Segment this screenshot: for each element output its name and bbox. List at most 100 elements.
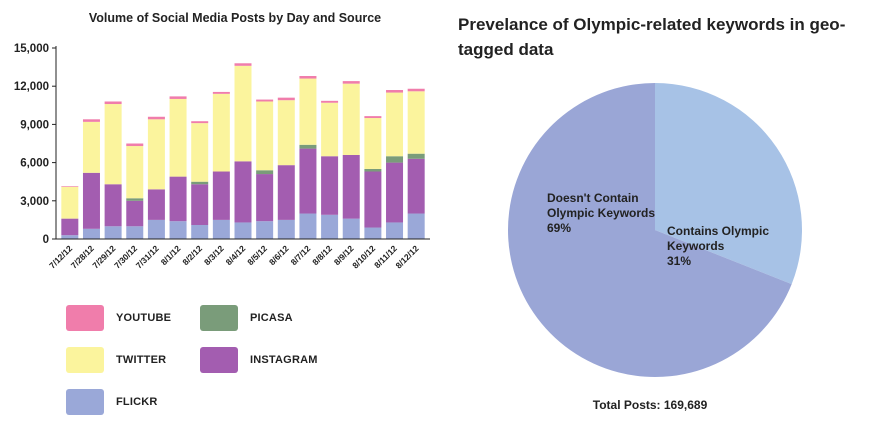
legend-item-twitter: TWITTER <box>66 347 166 373</box>
bar-segment-instagram <box>256 174 274 222</box>
bar-segment-twitter <box>147 119 165 190</box>
pie-slice-label: Contains Olympic Keywords 31% <box>667 224 769 268</box>
pie-chart-title: Prevelance of Olympic-related keywords i… <box>458 15 846 59</box>
pie-total-label: Total Posts: 169,689 <box>592 398 708 412</box>
legend-item-youtube: YOUTUBE <box>66 305 171 331</box>
bar-segment-flickr <box>321 214 339 239</box>
bar-segment-youtube <box>299 76 317 79</box>
pie-slice-label: Doesn't Contain Olympic Keywords 69% <box>547 191 655 235</box>
bar-segment-twitter <box>321 102 339 157</box>
bar-segment-twitter <box>277 100 295 166</box>
legend-swatch-twitter <box>66 347 104 373</box>
y-tick-label: 3,000 <box>20 196 49 208</box>
legend-swatch-youtube <box>66 305 104 331</box>
legend-item-instagram: INSTAGRAM <box>200 347 318 373</box>
bar-segment-flickr <box>126 226 144 239</box>
bar-segment-picasa <box>256 170 274 175</box>
x-tick-label: 8/8/12 <box>310 243 334 267</box>
bar-segment-flickr <box>104 226 122 239</box>
x-tick-label: 8/5/12 <box>245 243 269 267</box>
bar-segment-youtube <box>212 91 230 94</box>
x-tick-label: 8/1/12 <box>159 243 183 267</box>
bar-segment-picasa <box>407 153 425 159</box>
x-axis: 7/12/127/28/127/29/127/30/127/31/128/1/1… <box>47 238 430 270</box>
bar-segment-flickr <box>386 222 404 239</box>
bar-segment-instagram <box>234 161 252 223</box>
bar-segment-youtube <box>104 101 122 105</box>
bar-segment-youtube <box>191 121 209 124</box>
bar-segment-youtube <box>407 88 425 92</box>
bar-segment-twitter <box>82 121 100 173</box>
x-tick-label: 7/30/12 <box>112 243 139 270</box>
bar-segment-twitter <box>104 104 122 185</box>
legend-swatch-picasa <box>200 305 238 331</box>
bar-segment-flickr <box>61 235 79 239</box>
legend-label: PICASA <box>250 312 293 324</box>
legend-swatch-instagram <box>200 347 238 373</box>
pie-slice <box>508 83 792 378</box>
bar-segment-twitter <box>61 186 79 219</box>
bar-segment-flickr <box>82 228 100 239</box>
bar-segment-youtube <box>321 100 339 103</box>
bar-segment-flickr <box>299 213 317 239</box>
bar-segment-instagram <box>191 184 209 225</box>
pie-slice <box>655 83 802 285</box>
bar-segment-flickr <box>212 219 230 239</box>
x-tick-label: 7/31/12 <box>134 243 161 270</box>
bar-segment-twitter <box>256 101 274 171</box>
bar-segment-instagram <box>104 184 122 227</box>
bar-segment-instagram <box>342 154 360 219</box>
bar-segment-youtube <box>256 99 274 102</box>
bar-segment-picasa <box>364 168 382 172</box>
bar-segment-picasa <box>126 198 144 201</box>
bar-segment-flickr <box>169 221 187 239</box>
legend-label: TWITTER <box>116 354 167 366</box>
pie-chart: Contains Olympic Keywords 31% Doesn't Conta… <box>508 83 802 378</box>
bar-segment-instagram <box>321 156 339 215</box>
y-tick-label: 6,000 <box>20 158 49 170</box>
bar-chart-title: Volume of Social Media Posts by Day and … <box>89 11 381 25</box>
x-tick-label: 8/7/12 <box>289 243 313 267</box>
y-axis: 0 3,000 6,000 9,000 12,000 15,000 <box>14 43 57 246</box>
x-tick-label: 8/2/12 <box>180 243 204 267</box>
bar-segment-twitter <box>212 93 230 172</box>
bar-segment-youtube <box>277 97 295 101</box>
bar-segment-flickr <box>147 219 165 239</box>
bar-segment-instagram <box>212 171 230 220</box>
legend-swatch-flickr <box>66 389 104 415</box>
bar-segment-youtube <box>61 186 79 187</box>
bar-segment-flickr <box>364 227 382 239</box>
y-tick-label: 0 <box>43 234 49 246</box>
bar-segment-flickr <box>342 218 360 239</box>
bar-segment-instagram <box>169 176 187 222</box>
bar-series-group <box>61 63 425 239</box>
y-tick-label: 12,000 <box>14 81 49 93</box>
bar-segment-youtube <box>169 96 187 99</box>
legend-label: FLICKR <box>116 396 158 408</box>
bar-segment-instagram <box>82 172 100 229</box>
bar-segment-youtube <box>342 81 360 84</box>
x-tick-label: 8/3/12 <box>202 243 226 267</box>
x-tick-label: 8/12/12 <box>393 243 420 270</box>
bar-segment-instagram <box>147 189 165 220</box>
legend-item-picasa: PICASA <box>200 305 293 331</box>
bar-segment-instagram <box>61 218 79 236</box>
bar-segment-flickr <box>234 222 252 239</box>
bar-segment-twitter <box>126 146 144 199</box>
y-tick-label: 15,000 <box>14 43 49 55</box>
x-tick-label: 8/4/12 <box>224 243 248 267</box>
stacked-bar-chart: Volume of Social Media Posts by Day and … <box>14 11 430 270</box>
bar-segment-instagram <box>277 165 295 220</box>
bar-segment-instagram <box>364 171 382 228</box>
bar-segment-instagram <box>407 158 425 214</box>
x-tick-label: 7/12/12 <box>47 243 74 270</box>
bar-segment-instagram <box>126 200 144 227</box>
bar-segment-twitter <box>364 118 382 169</box>
bar-segment-picasa <box>299 144 317 149</box>
pie-slice-group <box>508 83 802 378</box>
bar-segment-youtube <box>364 116 382 119</box>
bar-segment-youtube <box>82 119 100 122</box>
legend-label: INSTAGRAM <box>250 354 318 366</box>
bar-segment-twitter <box>386 92 404 157</box>
bar-segment-youtube <box>386 90 404 93</box>
